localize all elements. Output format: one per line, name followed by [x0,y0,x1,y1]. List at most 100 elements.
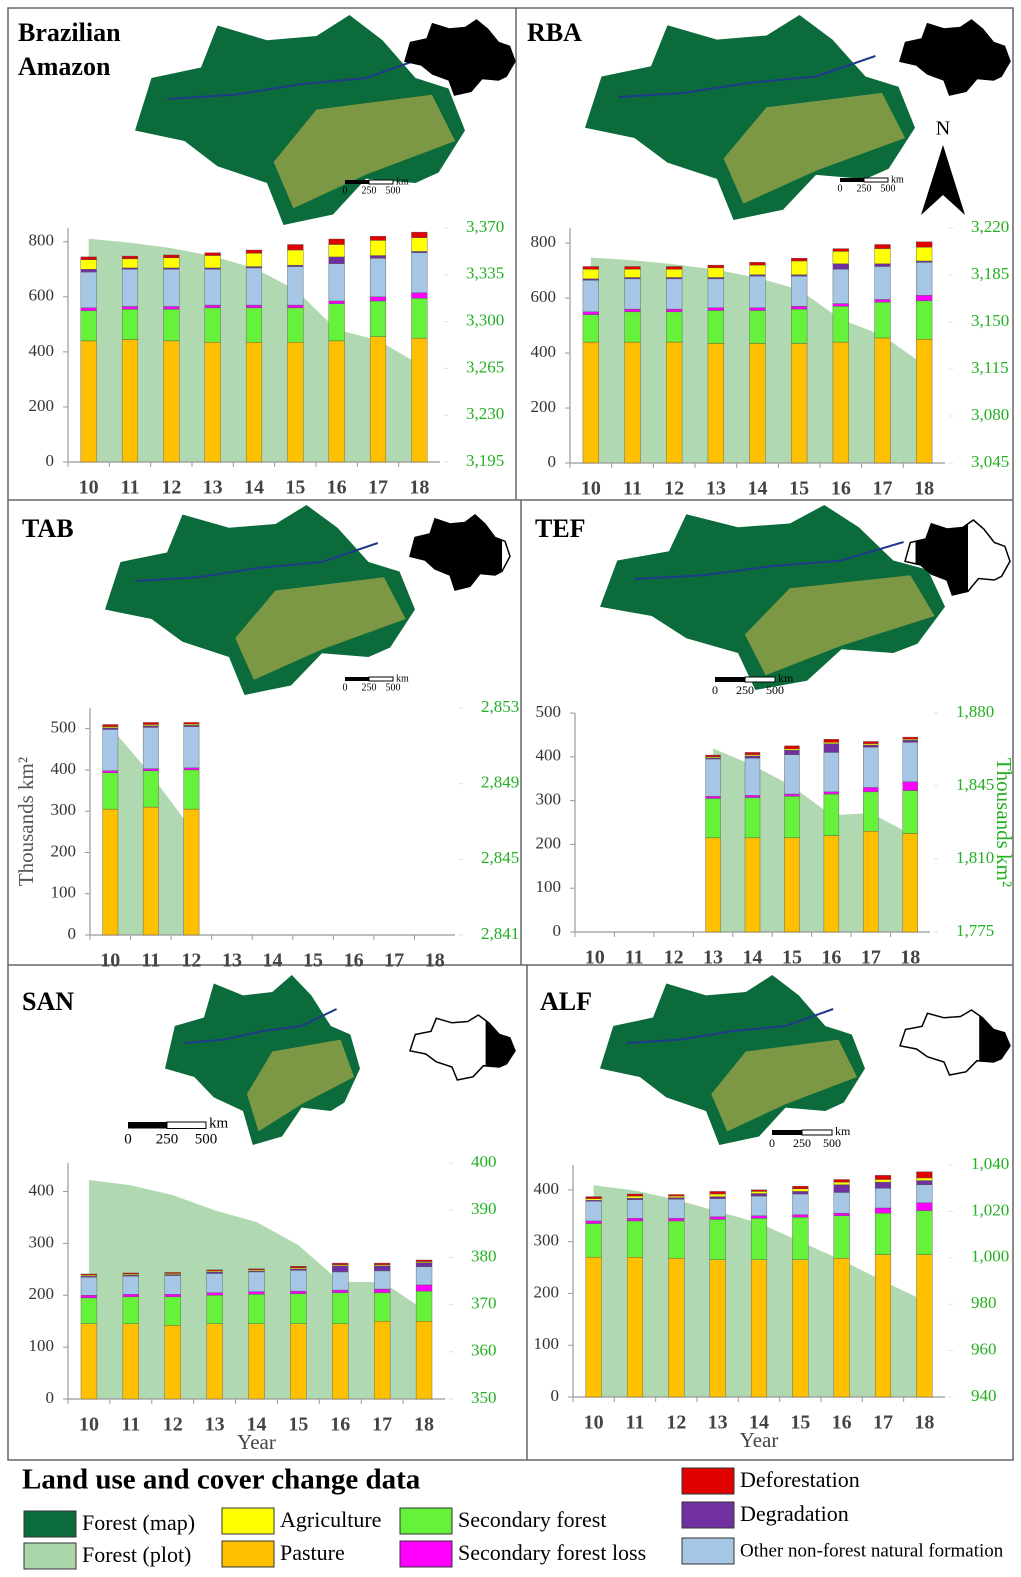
bar-segment [751,1216,767,1219]
y-tick-label: 0 [551,1386,560,1405]
y2-tick-label: 1,880 [956,702,994,721]
bar-segment [708,310,724,343]
bar-segment [329,264,345,301]
x-tick-label: 10 [585,947,605,969]
bar-segment [666,266,682,269]
bar-segment [875,1213,891,1254]
x-tick-label: 12 [666,1412,686,1434]
bar-segment [103,725,118,727]
x-tick-label: 17 [372,1414,392,1436]
bar-segment [833,304,849,307]
bar-segment [903,737,918,739]
bar-segment [123,1297,139,1324]
scale-bar-white [167,1122,206,1129]
bar-segment [416,1260,432,1262]
bar-segment [706,796,721,798]
legend-swatch [222,1541,274,1567]
x-tick-label: 15 [288,1414,308,1436]
bar-segment [750,265,766,275]
bar-segment [81,1295,97,1298]
bar-segment [666,312,682,342]
bar-segment [246,250,262,253]
scale-bar-black [840,178,864,182]
bar-segment [586,1199,602,1201]
bar-segment [411,253,427,293]
bar-segment [666,279,682,309]
scale-bar-black [772,1130,802,1135]
x-tick-label: 17 [873,1412,893,1434]
bar-segment [792,1194,808,1215]
y2-tick-label: 1,020 [971,1200,1009,1219]
bar-segment [784,755,799,794]
bar-segment [668,1196,684,1198]
bar-segment [123,1276,139,1294]
bar-segment [81,257,97,260]
bar-segment [875,244,891,248]
bar-segment [583,266,599,269]
y-tick-label: 200 [29,1284,55,1303]
bar-segment [666,269,682,277]
bar-segment [332,1293,348,1324]
bar-segment [834,1182,850,1185]
bar-segment [329,301,345,304]
x-tick-label: 18 [409,477,429,499]
bar-segment [374,1321,390,1399]
bar-segment [287,267,303,306]
bar-segment [249,1269,265,1270]
bar-segment [863,787,878,791]
panel-title: ALF [540,985,660,1019]
bar-segment [710,1217,726,1220]
x-tick-label: 13 [706,478,726,500]
bar-segment [143,769,158,771]
bar-segment [916,1255,932,1397]
bar-segment [710,1260,726,1397]
bar-segment [745,756,760,758]
bar-segment [708,268,724,278]
y2-tick-label: 3,230 [466,404,504,423]
y-tick-label: 0 [548,452,557,471]
bar-segment [586,1224,602,1258]
bar-segment [706,838,721,932]
legend-label: Other non-forest natural formation [740,1540,1004,1561]
bar-segment [332,1290,348,1293]
bar-segment [411,238,427,252]
bar-segment [143,771,158,807]
scale-bar-black [345,677,369,681]
bar-segment [122,268,138,269]
bar-segment [745,838,760,932]
legend-label: Forest (map) [82,1510,195,1535]
bar-segment [833,251,849,263]
bar-segment [332,1263,348,1265]
y2-tick-label: 3,195 [466,451,504,470]
bar-segment [792,1189,808,1192]
x-tick-label: 16 [831,478,851,500]
x-tick-label: 10 [79,477,99,499]
y2-tick-label: 2,845 [481,848,519,867]
y2-tick-label: 1,000 [971,1247,1009,1266]
y-tick-label: 600 [531,287,557,306]
bar-segment [668,1198,684,1200]
bar-segment [824,739,839,742]
y2-tick-label: 3,300 [466,311,504,330]
bar-segment [163,269,179,306]
x-tick-label: 11 [623,478,642,500]
bar-segment [625,266,641,269]
y2-tick-label: 2,853 [481,697,519,716]
bar-segment [583,342,599,463]
bar-segment [586,1257,602,1397]
bar-segment [370,256,386,259]
bar-segment [205,268,221,269]
bar-segment [750,275,766,276]
y2-tick-label: 960 [971,1340,997,1359]
bar-segment [875,338,891,463]
bar-segment [165,1276,181,1295]
bar-segment [916,1172,932,1178]
y-tick-label: 400 [536,746,562,765]
bar-segment [792,1217,808,1259]
scale-label: 500 [823,1136,841,1150]
panel-title: RBA [527,16,647,50]
x-tick-label: 14 [244,477,264,499]
y-tick-label: 300 [29,1232,55,1251]
bar-segment [205,308,221,342]
x-tick-label: 12 [163,1414,183,1436]
